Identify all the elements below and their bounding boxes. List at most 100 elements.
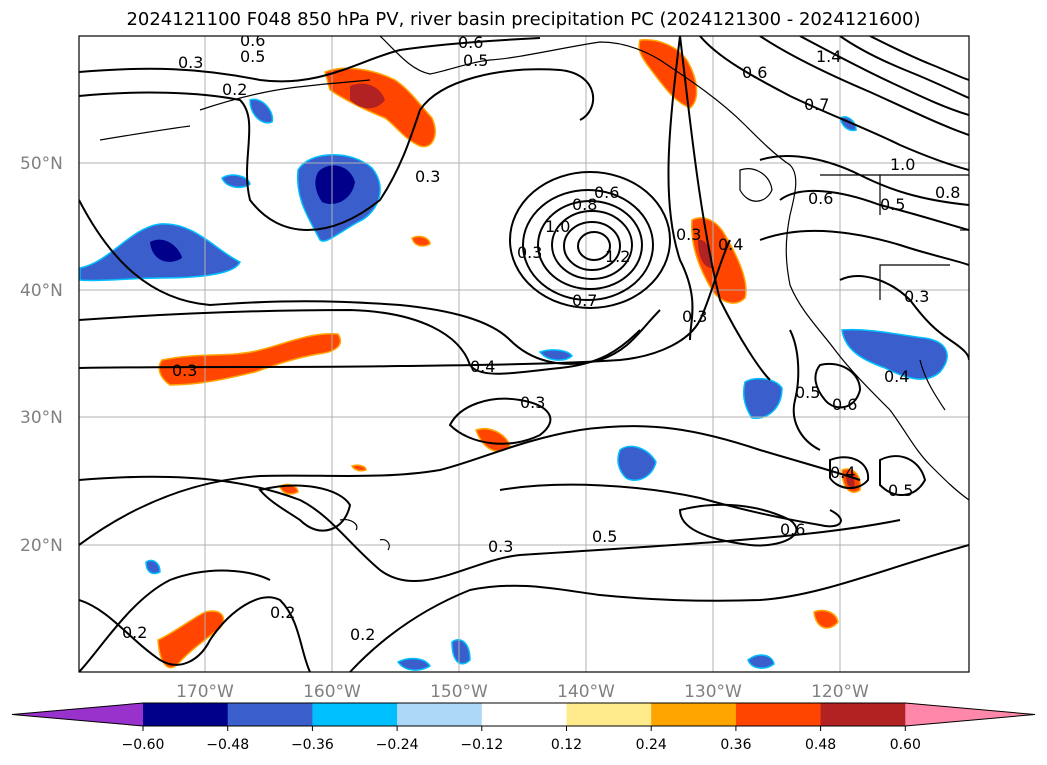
lat-label: 20°N bbox=[20, 536, 63, 556]
contour-labels: 0.6 0.6 0.5 0.5 0.3 0.2 1.4 0.6 0.7 0.3 … bbox=[122, 31, 960, 644]
contour-label: 0.5 bbox=[240, 47, 265, 66]
lat-label: 30°N bbox=[20, 408, 63, 428]
map-title: 2024121100 F048 850 hPa PV, river basin … bbox=[126, 9, 921, 30]
lon-label: 160°W bbox=[303, 682, 361, 702]
shaded-field bbox=[79, 39, 948, 671]
contour-label: 0.3 bbox=[676, 225, 701, 244]
contour-label: 1.0 bbox=[890, 155, 915, 174]
lon-label: 150°W bbox=[430, 682, 488, 702]
pv-contours bbox=[79, 36, 969, 672]
contour-label: 0.5 bbox=[795, 383, 820, 402]
colorbar-tick-label: −0.48 bbox=[206, 737, 249, 753]
pos-patch bbox=[350, 464, 367, 472]
contour-label: 0.3 bbox=[415, 167, 440, 186]
contour-label: 0.3 bbox=[172, 361, 197, 380]
contour-label: 0.5 bbox=[880, 195, 905, 214]
colorbar-tick-label: −0.12 bbox=[460, 737, 503, 753]
colorbar-tick-label: 0.36 bbox=[720, 737, 751, 753]
contour-label: 0.6 bbox=[240, 31, 265, 50]
contour-label: 0.4 bbox=[884, 367, 909, 386]
contour-label: 0.2 bbox=[270, 603, 295, 622]
contour-label: 0.6 bbox=[458, 33, 483, 52]
contour-label: 0.8 bbox=[935, 183, 960, 202]
contour-label: 0.6 bbox=[742, 63, 767, 82]
contour-label: 0.2 bbox=[350, 625, 375, 644]
coastlines bbox=[99, 36, 969, 551]
contour-label: 0.6 bbox=[594, 183, 619, 202]
contour-label: 0.6 bbox=[780, 520, 805, 539]
contour-label: 0.3 bbox=[682, 307, 707, 326]
lat-label: 50°N bbox=[20, 154, 63, 174]
contour-label: 0.5 bbox=[463, 51, 488, 70]
lon-label: 140°W bbox=[557, 682, 615, 702]
colorbar-tick-label: −0.24 bbox=[376, 737, 419, 753]
contour-label: 0.3 bbox=[517, 243, 542, 262]
contour-label: 1.2 bbox=[605, 247, 630, 266]
pos-patch bbox=[411, 235, 431, 247]
plot-frame bbox=[78, 35, 970, 673]
neg-patch bbox=[221, 174, 251, 189]
colorbar-tick-label: 0.24 bbox=[636, 737, 667, 753]
colorbar-tick-label: −0.36 bbox=[291, 737, 334, 753]
colorbar-tick-label: 0.12 bbox=[551, 737, 582, 753]
pos-patch bbox=[691, 217, 747, 304]
neg-patch bbox=[841, 328, 948, 380]
pos-patch bbox=[475, 428, 511, 452]
colorbar-segment bbox=[735, 703, 822, 726]
colorbar-segment bbox=[312, 703, 398, 726]
neg-patch bbox=[145, 559, 161, 575]
contour-label: 0.6 bbox=[832, 395, 857, 414]
neg-patch bbox=[538, 349, 573, 361]
colorbar-segment bbox=[481, 703, 567, 726]
contour-label: 0.7 bbox=[572, 291, 597, 310]
neg-patch bbox=[396, 657, 432, 671]
colorbar-extend-max bbox=[905, 703, 1035, 726]
longitude-labels: 170°W 160°W 150°W 140°W 130°W 120°W bbox=[176, 682, 869, 702]
neg-patch bbox=[617, 445, 657, 482]
lon-label: 170°W bbox=[176, 682, 234, 702]
colorbar-tick-label: −0.60 bbox=[122, 737, 165, 753]
contour-label: 0.4 bbox=[718, 235, 743, 254]
pos-patch bbox=[813, 609, 839, 629]
contour-label: 0.7 bbox=[804, 95, 829, 114]
colorbar-segment bbox=[566, 703, 652, 726]
neg-patch bbox=[747, 654, 775, 669]
neg-patch bbox=[150, 239, 182, 262]
contour-label: 0.6 bbox=[808, 189, 833, 208]
contour-label: 0.5 bbox=[592, 527, 617, 546]
map-layers: 0.6 0.6 0.5 0.5 0.3 0.2 1.4 0.6 0.7 0.3 … bbox=[79, 31, 969, 672]
pos-patch bbox=[698, 239, 713, 268]
pos-patch bbox=[350, 83, 385, 109]
colorbar-tick-label: 0.60 bbox=[890, 737, 921, 753]
neg-patch bbox=[315, 165, 355, 204]
colorbar-segment bbox=[651, 703, 737, 726]
gridlines bbox=[79, 36, 969, 672]
colorbar-tick-label: 0.48 bbox=[805, 737, 836, 753]
contour-label: 0.3 bbox=[178, 53, 203, 72]
contour-label: 0.4 bbox=[470, 357, 495, 376]
colorbar: −0.60 −0.48 −0.36 −0.24 −0.12 0.12 0.24 0.36 0.4… bbox=[11, 702, 1036, 753]
contour-label: 0.3 bbox=[904, 287, 929, 306]
colorbar-extend-min bbox=[12, 703, 143, 726]
neg-patch bbox=[742, 377, 783, 419]
neg-patch bbox=[249, 98, 274, 124]
contour-label: 0.4 bbox=[830, 463, 855, 482]
contour-label: 0.3 bbox=[520, 393, 545, 412]
contour-label: 0.2 bbox=[122, 623, 147, 642]
colorbar-segment bbox=[227, 703, 313, 726]
colorbar-segment bbox=[820, 703, 906, 726]
colorbar-segment bbox=[143, 703, 229, 726]
lat-label: 40°N bbox=[20, 281, 63, 301]
contour-label: 0.8 bbox=[572, 195, 597, 214]
contour-label: 1.4 bbox=[816, 47, 841, 66]
plot-area bbox=[79, 36, 969, 672]
colorbar-segment bbox=[397, 703, 483, 726]
lon-label: 130°W bbox=[684, 682, 742, 702]
contour-label: 0.5 bbox=[888, 481, 913, 500]
lon-label: 120°W bbox=[811, 682, 869, 702]
contour-label: 0.2 bbox=[222, 80, 247, 99]
latitude-labels: 50°N 40°N 30°N 20°N bbox=[20, 154, 63, 556]
contour-label: 0.3 bbox=[488, 537, 513, 556]
contour-label: 1.0 bbox=[545, 217, 570, 236]
